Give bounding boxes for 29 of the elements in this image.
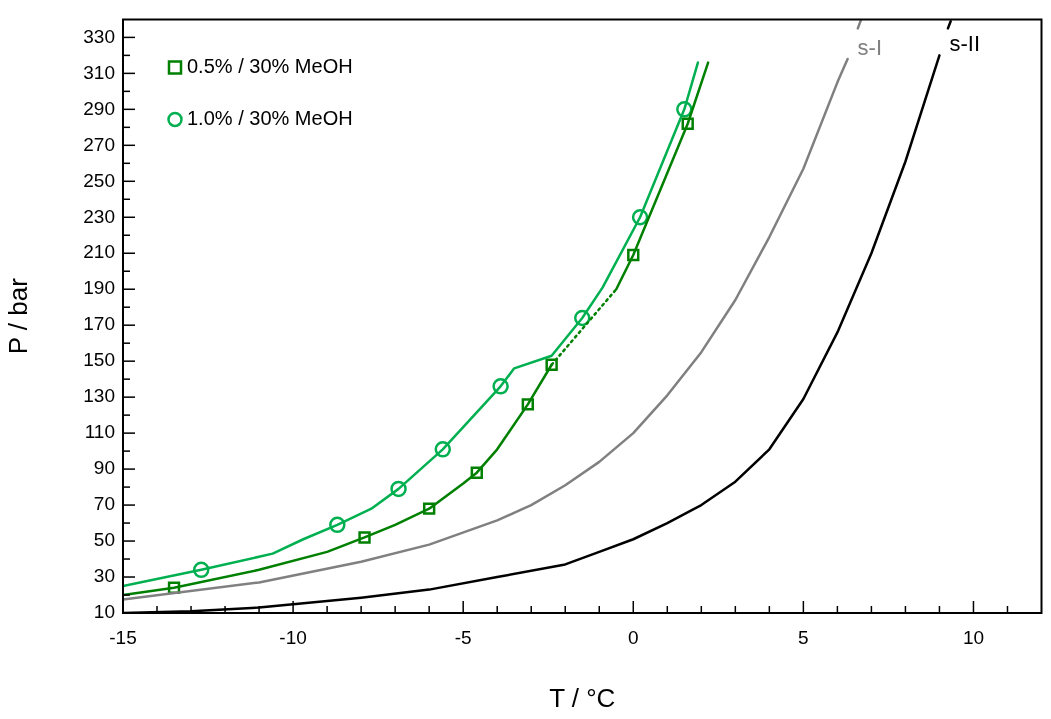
x-tick-label: 0 <box>627 626 639 648</box>
y-tick-label: 10 <box>93 601 115 623</box>
x-axis-title: T / °C <box>549 682 616 713</box>
y-tick-label: 170 <box>83 313 115 335</box>
y-axis-title: P / bar <box>2 277 33 355</box>
x-tick-label: -10 <box>279 626 307 648</box>
y-tick-label: 310 <box>83 61 115 83</box>
legend-label: 0.5% / 30% MeOH <box>187 54 353 77</box>
x-tick-label: -5 <box>454 626 472 648</box>
y-tick-label: 190 <box>83 277 115 299</box>
series-label: s-I <box>857 34 883 60</box>
legend-label: 1.0% / 30% MeOH <box>187 106 353 129</box>
y-tick-label: 230 <box>83 205 115 227</box>
y-tick-label: 330 <box>83 25 115 47</box>
y-tick-label: 270 <box>83 133 115 155</box>
x-tick-label: 5 <box>798 626 809 648</box>
y-tick-label: 250 <box>83 169 115 191</box>
y-tick-label: 130 <box>83 385 115 407</box>
y-tick-label: 210 <box>83 241 115 263</box>
y-tick-label: 150 <box>83 349 115 371</box>
y-tick-label: 50 <box>93 529 115 551</box>
x-tick-label: 10 <box>962 626 985 648</box>
x-tick-label: -15 <box>109 626 137 648</box>
series-label: s-II <box>949 31 981 57</box>
y-tick-label: 30 <box>93 565 115 587</box>
y-tick-label: 110 <box>84 421 115 443</box>
y-tick-label: 290 <box>83 97 115 119</box>
y-tick-label: 90 <box>93 457 115 479</box>
y-tick-label: 70 <box>93 493 115 515</box>
